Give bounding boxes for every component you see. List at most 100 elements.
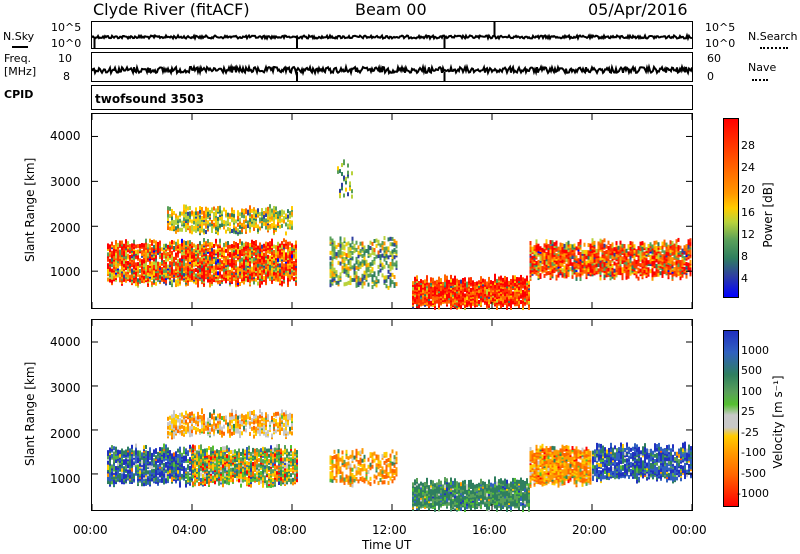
power-cell [287, 214, 289, 219]
power-cell [223, 251, 225, 256]
power-cell [135, 244, 137, 249]
power-cell [629, 266, 632, 271]
power-cell [627, 272, 630, 277]
velocity-cell [183, 446, 185, 451]
power-cell [113, 245, 115, 250]
power-cell [683, 245, 686, 250]
power-cb-20: 20 [741, 183, 755, 196]
power-cell [259, 226, 261, 231]
power-cell [355, 247, 358, 252]
nave-tick-top: 60 [707, 52, 721, 65]
power-cell [494, 289, 496, 294]
power-cell [535, 266, 538, 271]
power-cell [643, 251, 646, 256]
power-cell [285, 222, 287, 227]
power-cell [187, 249, 189, 254]
power-cb-4: 4 [741, 272, 748, 285]
power-cell [349, 252, 352, 257]
power-cell [111, 275, 113, 280]
power-cell [395, 240, 398, 245]
power-cell [215, 208, 217, 213]
power-cell [635, 260, 638, 265]
power-cell [533, 250, 536, 255]
power-cell [361, 254, 364, 259]
power-cell [225, 270, 227, 275]
power-cell [237, 222, 239, 227]
power-cell [365, 248, 368, 253]
power-cell [265, 241, 267, 246]
power-cell [155, 254, 157, 259]
power-cell [281, 223, 283, 228]
power-cell [191, 230, 193, 235]
power-cell [448, 279, 450, 284]
power-cell [601, 243, 604, 248]
velocity-cell [163, 443, 165, 448]
power-cell [195, 225, 197, 230]
power-cell [385, 278, 388, 283]
power-cell [357, 254, 360, 259]
power-cell [460, 279, 462, 284]
power-cell [107, 243, 109, 248]
velocity-cell [147, 450, 149, 455]
velocity-cell [117, 474, 119, 479]
velocity-cell [145, 450, 147, 455]
power-cell [227, 244, 229, 249]
power-cell [541, 247, 544, 252]
power-cell [541, 256, 544, 261]
power-cell [285, 263, 287, 268]
power-cell [275, 266, 277, 271]
power-cell [171, 270, 173, 275]
freq-trace [91, 63, 693, 77]
p2-ytick-3000: 3000 [50, 381, 81, 395]
power-cell [343, 244, 346, 249]
power-cell [245, 265, 247, 270]
power-cell [175, 213, 177, 218]
power-cell [601, 239, 604, 244]
velocity-cell [177, 448, 179, 453]
xtick-0: 00:00 [73, 523, 108, 537]
power-cell [549, 254, 552, 259]
power-cell [365, 275, 368, 280]
velocity-cell [113, 465, 115, 470]
power-cell [245, 261, 247, 266]
power-cell [177, 228, 179, 233]
power-cb-12: 12 [741, 228, 755, 241]
velocity-cell [173, 462, 175, 467]
vel-cb-500: 500 [741, 364, 762, 377]
power-cell [671, 251, 674, 256]
velocity-cell [165, 477, 167, 482]
power-cell [109, 273, 111, 278]
power-cell [125, 271, 127, 276]
velocity-cell [143, 464, 145, 469]
power-cell [583, 242, 586, 247]
power-cell [508, 286, 510, 291]
power-cell [387, 237, 390, 242]
power-cell [627, 263, 630, 268]
power-cell [458, 303, 460, 308]
power-cell [259, 217, 261, 222]
power-cell [181, 246, 183, 251]
velocity-cell [171, 453, 173, 458]
power-cell [545, 271, 548, 276]
power-cell [355, 260, 358, 265]
power-cell [677, 259, 680, 264]
power-cell [273, 275, 275, 280]
power-cell [444, 278, 446, 283]
power-cell [259, 265, 261, 270]
power-cell [381, 244, 384, 249]
power-cell [247, 242, 249, 247]
power-cell [113, 261, 115, 266]
power-cell [111, 268, 113, 273]
power-cell [373, 260, 376, 265]
power-cell [591, 238, 594, 243]
power-cell [223, 262, 225, 267]
power-cell [430, 291, 432, 296]
power-cell [117, 253, 119, 258]
power-cell [345, 253, 348, 258]
power-cell [269, 223, 271, 228]
power-cell [237, 266, 239, 271]
power-cell [347, 253, 350, 258]
power-cell [351, 194, 353, 199]
power-cell [351, 189, 353, 194]
power-cell [111, 263, 113, 268]
